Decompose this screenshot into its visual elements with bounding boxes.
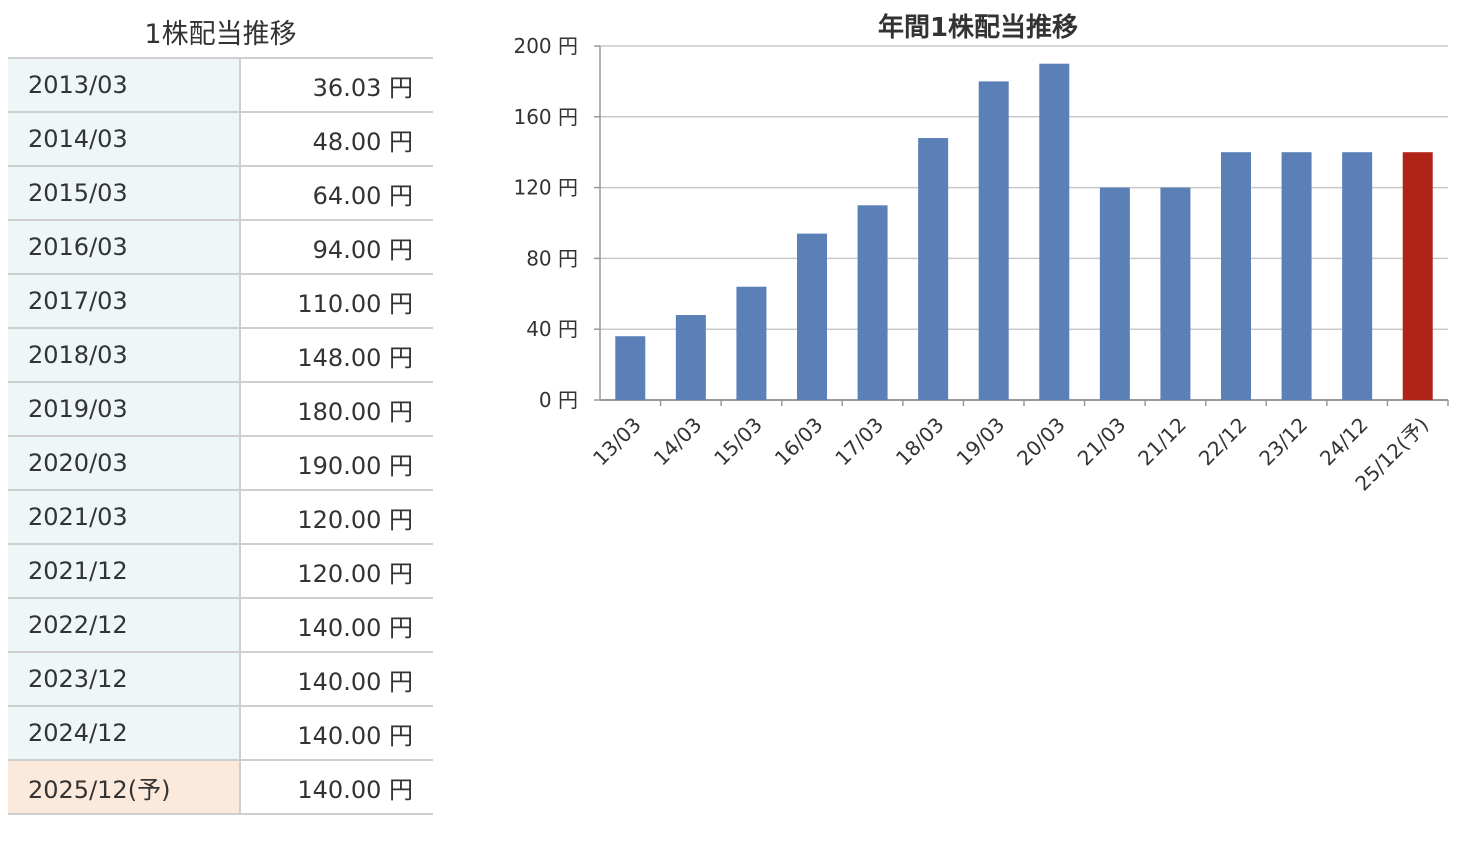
table-row: 2015/03 64.00 円 — [8, 166, 433, 221]
period-cell: 2022/12 — [8, 598, 241, 653]
dividend-amount-cell: 140.00 円 — [240, 652, 433, 707]
table-row: 2023/12 140.00 円 — [8, 652, 433, 707]
y-tick-label: 0 円 — [539, 388, 578, 412]
table-row: 2021/12 120.00 円 — [8, 544, 433, 599]
bar — [918, 138, 949, 401]
y-tick-label: 200 円 — [513, 34, 578, 58]
bar — [1039, 63, 1070, 400]
dividend-amount-cell: 140.00 円 — [240, 598, 433, 653]
x-category-label: 13/03 — [588, 413, 646, 471]
table-row: 2016/03 94.00 円 — [8, 220, 433, 275]
grid-lines — [594, 45, 1448, 401]
period-cell: 2013/03 — [8, 58, 241, 113]
table-row: 2021/03 120.00 円 — [8, 490, 433, 545]
bar — [1221, 152, 1251, 400]
table-row: 2014/03 48.00 円 — [8, 112, 433, 167]
bar — [1160, 187, 1191, 400]
table-row: 2013/03 36.03 円 — [8, 58, 433, 113]
period-cell: 2025/12(予) — [8, 760, 241, 815]
period-cell: 2024/12 — [8, 706, 241, 761]
bar — [675, 315, 706, 400]
dividend-amount-cell: 110.00 円 — [240, 274, 433, 329]
x-category-label: 21/03 — [1073, 413, 1131, 471]
x-category-label: 15/03 — [709, 413, 767, 471]
period-cell: 2018/03 — [8, 328, 241, 383]
x-category-label: 16/03 — [770, 413, 828, 471]
bar — [1281, 152, 1312, 400]
x-category-label: 14/03 — [649, 413, 707, 471]
period-cell: 2023/12 — [8, 652, 241, 707]
bar — [978, 81, 1009, 401]
period-cell: 2021/03 — [8, 490, 241, 545]
dividend-chart-panel: 年間1株配当推移 0 円 40 円 80 円 120 円 160 円 200 円 13/0… — [480, 0, 1458, 520]
bar — [1099, 187, 1130, 400]
bar — [615, 336, 646, 400]
dividend-amount-cell: 48.00 円 — [240, 112, 433, 167]
bars — [615, 63, 1433, 401]
dividend-amount-cell: 190.00 円 — [240, 436, 433, 491]
dividend-amount-cell: 180.00 円 — [240, 382, 433, 437]
x-axis-labels: 13/03 14/03 15/03 16/03 17/03 18/03 19/03 20/03… — [588, 400, 1449, 495]
y-tick-label: 120 円 — [513, 176, 578, 200]
y-tick-label: 40 円 — [526, 317, 578, 341]
table-row: 2020/03 190.00 円 — [8, 436, 433, 491]
y-tick-label: 160 円 — [513, 105, 578, 129]
period-cell: 2017/03 — [8, 274, 241, 329]
dividend-amount-cell: 140.00 円 — [240, 706, 433, 761]
period-cell: 2019/03 — [8, 382, 241, 437]
x-category-label: 24/12 — [1315, 413, 1373, 471]
x-category-label: 19/03 — [952, 413, 1010, 471]
table-row: 2024/12 140.00 円 — [8, 706, 433, 761]
y-tick-label: 80 円 — [526, 246, 578, 270]
dividend-amount-cell: 140.00 円 — [240, 760, 433, 815]
table-row: 2018/03 148.00 円 — [8, 328, 433, 383]
period-cell: 2020/03 — [8, 436, 241, 491]
dividend-bar-chart: 年間1株配当推移 0 円 40 円 80 円 120 円 160 円 200 円 13/0… — [513, 12, 1449, 495]
period-cell: 2021/12 — [8, 544, 241, 599]
table-title: 1株配当推移 — [144, 19, 297, 50]
x-category-label: 21/12 — [1133, 413, 1191, 471]
table-row: 2019/03 180.00 円 — [8, 382, 433, 437]
dividend-amount-cell: 64.00 円 — [240, 166, 433, 221]
period-cell: 2015/03 — [8, 166, 241, 221]
period-cell: 2014/03 — [8, 112, 241, 167]
dividend-table: 2013/03 36.03 円 2014/03 48.00 円 2015/03 64.00… — [8, 57, 433, 815]
x-category-label: 23/12 — [1254, 413, 1312, 471]
x-category-label: 20/03 — [1012, 413, 1070, 471]
bar — [797, 233, 827, 400]
bar — [857, 205, 888, 400]
table-row: 2022/12 140.00 円 — [8, 598, 433, 653]
bar — [736, 286, 767, 400]
y-axis-ticks: 0 円 40 円 80 円 120 円 160 円 200 円 — [513, 34, 578, 412]
table-row: 2017/03 110.00 円 — [8, 274, 433, 329]
x-category-label: 22/12 — [1194, 413, 1252, 471]
dividend-amount-cell: 94.00 円 — [240, 220, 433, 275]
forecast-bar — [1402, 152, 1433, 400]
x-category-label: 17/03 — [830, 413, 888, 471]
dividend-table-panel: 1株配当推移 2013/03 36.03 円 2014/03 48.00 円 2015/… — [8, 0, 433, 815]
dividend-amount-cell: 36.03 円 — [240, 58, 433, 113]
x-category-label: 18/03 — [891, 413, 949, 471]
dividend-amount-cell: 120.00 円 — [240, 544, 433, 599]
chart-title: 年間1株配当推移 — [878, 12, 1078, 43]
dividend-amount-cell: 148.00 円 — [240, 328, 433, 383]
dividend-amount-cell: 120.00 円 — [240, 490, 433, 545]
period-cell: 2016/03 — [8, 220, 241, 275]
table-row: 2025/12(予) 140.00 円 — [8, 760, 433, 815]
bar — [1342, 152, 1373, 400]
